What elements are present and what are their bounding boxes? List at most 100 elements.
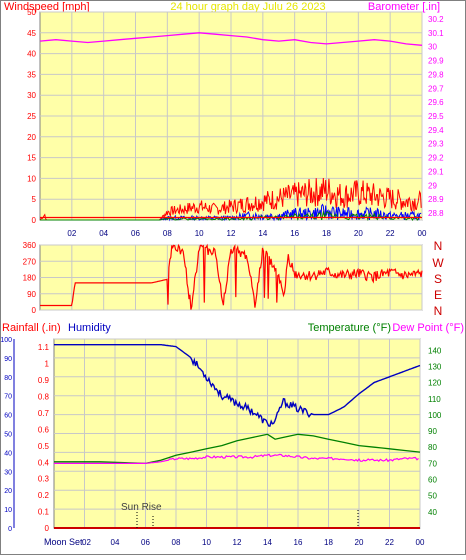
wind-x-tick-1: 04 <box>99 229 108 238</box>
wind-y-tick-7: 35 <box>27 70 36 79</box>
barometer-y-tick-12: 30 <box>428 43 437 52</box>
temperature-x-tick-0: 02 <box>82 538 91 547</box>
barometer-y-tick-14: 30.2 <box>428 15 444 24</box>
barometer-y-tick-0: 28.8 <box>428 209 444 218</box>
barometer-y-tick-13: 30.1 <box>428 29 444 38</box>
direction-y-tick-0: 0 <box>32 306 37 315</box>
wind-x-tick-0: 02 <box>67 229 76 238</box>
humidity-y-tick-6: 60 <box>4 413 12 420</box>
rainfall-axis-title: Rainfall (.in) <box>2 322 61 334</box>
rainfall-y-tick-0: 0 <box>45 524 50 533</box>
compass-label-w: W <box>432 256 444 270</box>
temperature-y-tick-9: 130 <box>428 362 442 371</box>
wind-x-tick-3: 08 <box>163 229 172 238</box>
rainfall-y-tick-2: 0.2 <box>38 491 50 500</box>
humidity-y-tick-5: 50 <box>4 432 12 439</box>
temperature-x-tick-7: 16 <box>294 538 303 547</box>
moon-set-label: Moon Set <box>44 537 83 547</box>
humidity-y-tick-1: 10 <box>4 507 12 514</box>
temperature-x-tick-10: 22 <box>385 538 394 547</box>
temperature-x-tick-3: 08 <box>172 538 181 547</box>
temperature-x-tick-2: 06 <box>141 538 150 547</box>
temperature-y-tick-8: 120 <box>428 379 442 388</box>
wind-x-tick-10: 22 <box>386 229 395 238</box>
temperature-series <box>54 433 421 465</box>
humidity-axis-title: Humidity <box>68 322 111 334</box>
temperature-x-tick-8: 18 <box>324 538 333 547</box>
temperature-x-tick-1: 04 <box>111 538 120 547</box>
barometer-y-tick-8: 29.6 <box>428 98 444 107</box>
rainfall-y-tick-9: 0.9 <box>38 376 50 385</box>
sun-rise-label: Sun Rise <box>121 502 162 513</box>
wind-y-tick-1: 5 <box>32 195 37 204</box>
temperature-y-tick-7: 110 <box>428 395 441 404</box>
humidity-y-tick-10: 100 <box>0 337 12 344</box>
wind-x-tick-8: 18 <box>322 229 331 238</box>
humidity-series <box>54 344 421 427</box>
barometer-y-tick-9: 29.7 <box>428 84 444 93</box>
wind-direction-series <box>40 243 423 310</box>
temperature-y-tick-4: 80 <box>428 443 437 452</box>
wind-x-tick-5: 12 <box>227 229 236 238</box>
humidity-y-tick-9: 90 <box>4 356 12 363</box>
rainfall-y-tick-6: 0.6 <box>38 425 50 434</box>
humidity-temperature-panel: 010203040506070809010000.10.20.30.40.50.… <box>0 337 442 547</box>
wind-barometer-panel: 0 5 10 15 20 25 30 35 40 45 50 02 04 06 08 10 12 14 16 18 20… <box>27 8 444 238</box>
wind-y-tick-2: 10 <box>27 174 36 183</box>
rainfall-y-tick-10: 1 <box>45 360 50 369</box>
temperature-x-tick-9: 20 <box>355 538 364 547</box>
direction-y-tick-3: 270 <box>23 257 37 266</box>
temperature-y-tick-5: 90 <box>428 427 437 436</box>
temperature-y-tick-6: 100 <box>428 411 442 420</box>
compass-label-n-top: N <box>434 239 443 253</box>
humidity-y-tick-8: 80 <box>4 375 12 382</box>
rainfall-y-tick-8: 0.8 <box>38 393 50 402</box>
rainfall-y-tick-1: 0.1 <box>38 508 50 517</box>
wind-direction-panel: 0 90 180 270 360 N W S E N <box>23 239 445 318</box>
dewpoint-series <box>54 453 419 464</box>
temperature-x-tick-4: 10 <box>202 538 211 547</box>
rainfall-y-tick-4: 0.4 <box>38 458 50 467</box>
temperature-y-tick-10: 140 <box>428 346 442 355</box>
dewpoint-axis-title: Dew Point (°F) <box>392 322 464 334</box>
barometer-y-tick-1: 28.9 <box>428 195 444 204</box>
wind-y-tick-0: 0 <box>32 216 37 225</box>
wind-x-tick-9: 20 <box>354 229 363 238</box>
wind-y-tick-10: 50 <box>27 8 36 17</box>
rainfall-y-tick-3: 0.3 <box>38 475 50 484</box>
graph-title: 24 hour graph day Julu 26 2023 <box>170 1 325 13</box>
wind-y-tick-3: 15 <box>27 154 36 163</box>
barometer-y-tick-3: 29.1 <box>428 167 444 176</box>
humidity-y-tick-4: 40 <box>4 450 12 457</box>
temperature-x-tick-11: 00 <box>416 538 425 547</box>
humidity-y-tick-2: 20 <box>4 488 12 495</box>
temperature-y-tick-0: 40 <box>428 508 437 517</box>
compass-label-n-bottom: N <box>434 304 443 318</box>
windspeed-axis-title: Windspeed [mph] <box>4 1 90 13</box>
barometer-y-tick-2: 29 <box>428 181 437 190</box>
wind-x-tick-2: 06 <box>131 229 140 238</box>
rainfall-y-tick-7: 0.7 <box>38 409 50 418</box>
direction-y-tick-2: 180 <box>23 274 37 283</box>
wind-x-tick-6: 14 <box>258 229 267 238</box>
temperature-y-tick-3: 70 <box>428 459 437 468</box>
direction-y-tick-1: 90 <box>27 290 36 299</box>
temperature-y-tick-1: 50 <box>428 492 437 501</box>
humidity-y-tick-0: 0 <box>8 526 12 533</box>
wind-y-tick-8: 40 <box>27 50 36 59</box>
wind-y-tick-4: 20 <box>27 133 36 142</box>
direction-y-tick-4: 360 <box>23 241 37 250</box>
rainfall-y-tick-5: 0.5 <box>38 442 50 451</box>
temperature-axis-title: Temperature (°F) <box>308 322 391 334</box>
wind-y-tick-9: 45 <box>27 29 36 38</box>
barometer-axis-title: Barometer [.in] <box>368 1 440 13</box>
wind-y-tick-5: 25 <box>27 112 36 121</box>
wind-y-tick-6: 30 <box>27 91 36 100</box>
barometer-y-tick-4: 29.2 <box>428 154 444 163</box>
wind-x-tick-7: 16 <box>290 229 299 238</box>
barometer-y-tick-5: 29.3 <box>428 140 444 149</box>
humidity-y-tick-7: 70 <box>4 394 12 401</box>
temperature-y-tick-2: 60 <box>428 476 437 485</box>
